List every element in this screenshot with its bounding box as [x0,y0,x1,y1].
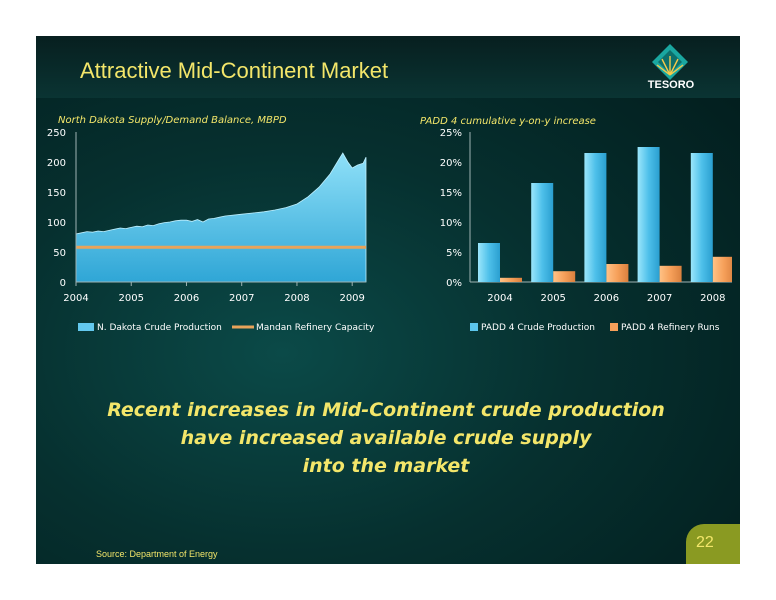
x-tick-label: 2004 [63,293,88,304]
x-tick-label: 2007 [229,293,254,304]
corner-accent [686,524,740,564]
legend-label-runs: PADD 4 Refinery Runs [621,323,720,333]
bar-refinery-runs [606,264,629,282]
x-tick-label: 2005 [119,293,144,304]
bar-crude-production [637,147,660,282]
legend-swatch-production [78,323,94,331]
north-dakota-area-chart: 0 50 100 150 200 250 2004 2005 2006 2007 2008 2009 N… [47,128,375,333]
left-chart-title: North Dakota Supply/Demand Balance, MBPD [58,115,287,126]
y-tick-label: 200 [47,158,66,169]
bar-crude-production [690,153,713,282]
title-band [36,36,740,98]
key-message: Recent increases in Mid-Continent crude … [96,396,676,480]
x-tick-label: 2006 [174,293,199,304]
padd4-bar-chart: 0% 5% 10% 15% 20% 25% 2004 2005 2006 2007 2008 PADD… [440,128,732,333]
bar-crude-production [584,153,607,282]
legend-swatch-production [470,323,478,331]
right-chart-title: PADD 4 cumulative y-on-y increase [420,116,596,127]
page-number: 22 [696,534,714,551]
y-tick-label: 15% [440,188,462,199]
logo-wordmark: TESORO [647,79,695,91]
y-tick-label: 250 [47,128,66,139]
x-tick-label: 2005 [540,293,565,304]
legend-label-production: N. Dakota Crude Production [97,323,222,333]
bar-refinery-runs [712,256,732,282]
bar-refinery-runs [659,265,682,282]
legend-swatch-runs [610,323,618,331]
message-line: into the market [302,455,470,477]
bar-refinery-runs [500,277,522,282]
y-tick-label: 25% [440,128,462,139]
tesoro-logo-icon [652,44,688,80]
y-tick-label: 150 [47,188,66,199]
legend-label-production: PADD 4 Crude Production [481,323,595,333]
x-tick-label: 2009 [339,293,364,304]
slide-title: Attractive Mid-Continent Market [80,58,389,83]
bar-refinery-runs [553,271,576,282]
x-tick-label: 2004 [487,293,512,304]
x-tick-label: 2007 [647,293,672,304]
x-tick-label: 2008 [700,293,725,304]
y-tick-label: 0% [446,278,462,289]
y-tick-label: 50 [53,248,66,259]
slide: Attractive Mid-Continent Market TESORO N… [36,36,740,564]
y-tick-label: 10% [440,218,462,229]
message-line: Recent increases in Mid-Continent crude … [107,399,665,421]
y-tick-label: 20% [440,158,462,169]
legend-label-capacity: Mandan Refinery Capacity [256,323,375,333]
bar-crude-production [531,183,554,282]
x-tick-label: 2008 [284,293,309,304]
x-tick-label: 2006 [594,293,619,304]
source-note: Source: Department of Energy [96,549,218,559]
y-tick-label: 0 [60,278,66,289]
y-tick-label: 5% [446,248,462,259]
production-area [75,152,367,283]
message-line: have increased available crude supply [180,427,592,449]
bar-crude-production [478,243,500,282]
y-tick-label: 100 [47,218,66,229]
